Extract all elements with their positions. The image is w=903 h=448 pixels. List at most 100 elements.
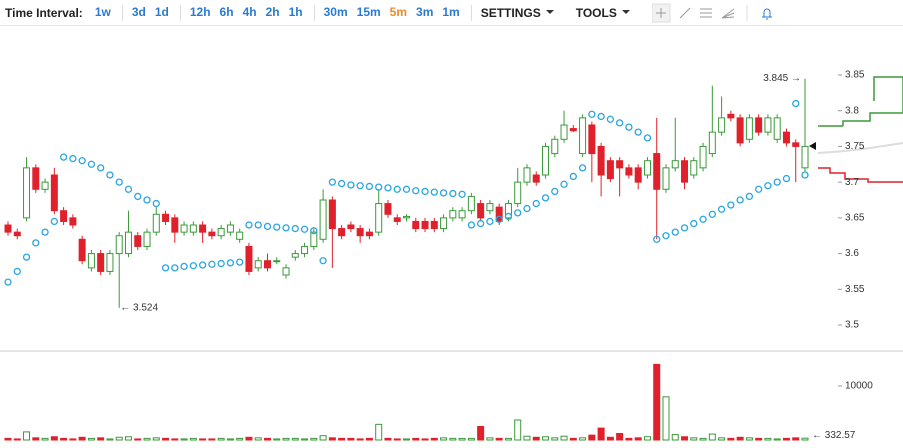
candle-body	[328, 199, 336, 230]
fan-icon[interactable]	[721, 8, 735, 18]
volume-bar	[365, 437, 373, 441]
candle-body	[97, 253, 105, 272]
sar-dot	[643, 134, 652, 142]
sar-dot	[449, 189, 457, 198]
interval-button[interactable]: 5m	[389, 4, 408, 19]
settings-menu[interactable]: SETTINGS	[481, 6, 554, 20]
candle-body	[356, 228, 364, 237]
candle-body	[115, 235, 123, 255]
interval-button[interactable]: 6h	[219, 4, 234, 19]
volume-bar	[440, 437, 448, 441]
interval-button[interactable]: 1d	[154, 4, 169, 19]
sar-dot	[217, 259, 225, 268]
depth-mid	[817, 142, 903, 154]
interval-button[interactable]: 3m	[416, 4, 434, 19]
y-tick-label: 3.5	[845, 320, 859, 331]
sar-dot	[32, 239, 40, 247]
candle-body	[690, 160, 698, 176]
sar-dot	[736, 196, 744, 204]
separator	[179, 4, 181, 21]
interval-button[interactable]: 1h	[288, 4, 303, 19]
volume-bar	[124, 436, 132, 441]
volume-bar	[653, 363, 661, 441]
interval-button[interactable]: 3d	[131, 4, 146, 19]
interval-button[interactable]: 15m	[356, 4, 381, 19]
toolbar: Time Interval: 1w 3d 1d 12h 6h 4h 2h 1h 30m 15m 5m…	[0, 0, 903, 26]
volume-bar	[245, 436, 253, 441]
volume-bar	[263, 437, 271, 441]
candle-body	[23, 167, 31, 219]
sar-dot	[384, 184, 392, 192]
candle-body	[792, 142, 800, 147]
volume-bar	[226, 438, 234, 441]
tools-menu[interactable]: TOOLS	[576, 6, 630, 20]
volume-bar	[662, 396, 670, 441]
candle-body	[671, 160, 679, 169]
volume-bar	[532, 436, 540, 441]
sar-dot	[578, 164, 587, 172]
interval-button[interactable]: 30m	[323, 4, 348, 19]
volume-bar	[273, 438, 281, 441]
candle-body	[467, 195, 475, 212]
volume-bar	[773, 438, 781, 441]
candle-body	[124, 231, 132, 255]
candle-body	[514, 181, 522, 205]
sar-dot	[541, 194, 550, 202]
sar-dot	[365, 182, 374, 191]
y-tick-label: 3.75	[845, 141, 865, 152]
candle-body	[273, 260, 281, 263]
interval-button[interactable]: 1w	[94, 4, 111, 19]
volume-bar	[87, 437, 95, 441]
depth-ask	[818, 76, 903, 127]
sar-dot	[523, 204, 531, 213]
candle-body	[254, 260, 262, 269]
volume-bar	[60, 437, 68, 441]
sar-dot	[782, 174, 791, 183]
candle-body	[653, 153, 661, 190]
volume-bar	[430, 437, 438, 441]
candle-body	[347, 224, 355, 230]
sar-dot	[625, 123, 633, 131]
line-icon[interactable]	[679, 7, 691, 18]
alert-icon[interactable]	[761, 8, 772, 19]
volume-bar	[189, 437, 197, 441]
y-tick-label: 3.8	[845, 105, 859, 116]
candle-body	[319, 199, 327, 240]
sar-dot	[143, 196, 151, 204]
sar-dot	[236, 258, 244, 266]
interval-button[interactable]: 1m	[442, 4, 460, 19]
sar-dot	[171, 264, 179, 272]
sar-dot	[439, 189, 448, 197]
sar-dot	[402, 185, 411, 193]
y-tick-label: 3.85	[845, 70, 865, 81]
sar-dot	[653, 235, 661, 243]
y-tick-label: 3.55	[845, 284, 865, 295]
candle-body	[106, 253, 114, 272]
candle-body	[634, 167, 642, 183]
volume-bar	[78, 436, 86, 441]
sar-dot	[208, 260, 216, 268]
interval-button[interactable]: 12h	[189, 4, 211, 19]
sar-dot	[616, 119, 624, 127]
sar-dot	[282, 224, 290, 232]
candle-body	[727, 113, 735, 119]
volume-bar	[755, 437, 763, 441]
candle-body	[643, 160, 651, 176]
sar-dot	[50, 217, 58, 226]
high-label: 3.845 →	[763, 73, 801, 84]
y-tick-label: 3.7	[845, 177, 859, 188]
interval-button[interactable]: 2h	[265, 4, 280, 19]
interval-button[interactable]: 4h	[242, 4, 257, 19]
candle-body	[440, 217, 448, 230]
volume-bar	[560, 435, 568, 441]
sar-dot	[551, 187, 559, 196]
sar-dot	[467, 221, 476, 229]
sar-dot	[588, 110, 596, 118]
candle-body	[495, 206, 503, 222]
volume-bar	[356, 438, 364, 441]
sar-dot	[245, 221, 253, 229]
volume-bar	[634, 437, 642, 441]
hlines-icon[interactable]	[699, 8, 712, 17]
volume-bar	[801, 437, 809, 441]
volume-label: ← 332.57	[812, 430, 856, 441]
